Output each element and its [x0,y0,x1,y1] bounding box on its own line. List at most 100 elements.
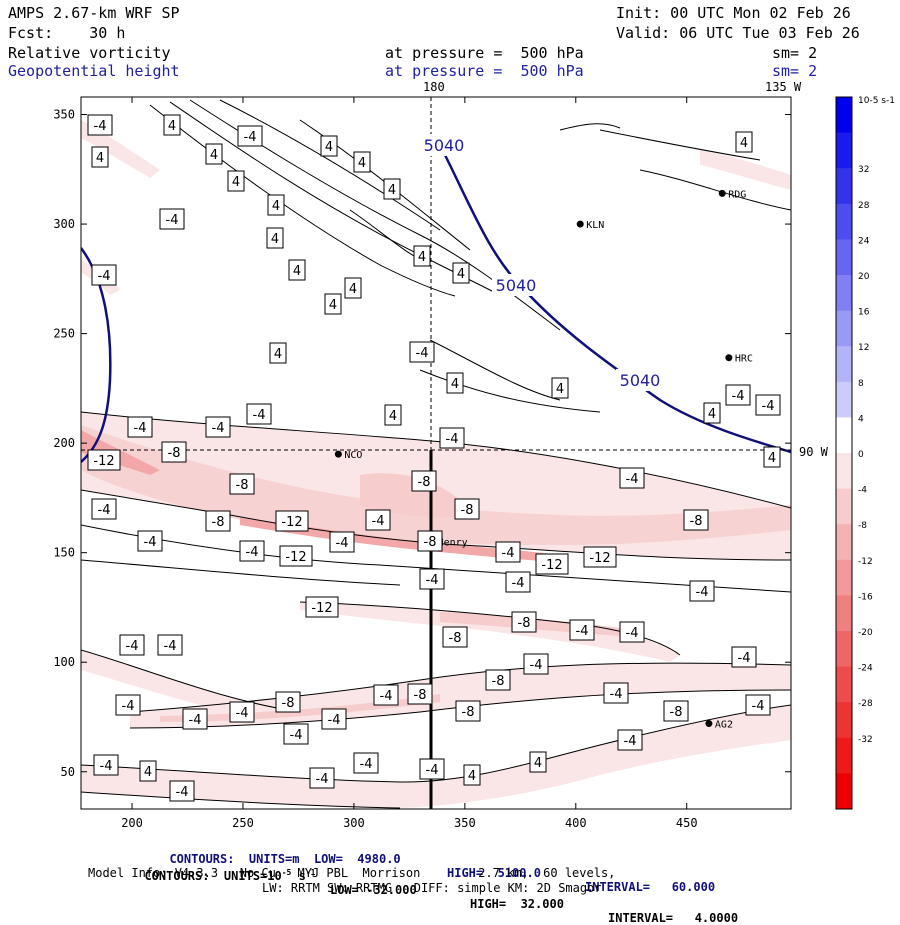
vorticity-label-text: -4 [732,389,745,404]
station-label: HRC [735,354,753,365]
footer-height-contours: CONTOURS: UNITS=m LOW= 4980.0 HIGH= 5100… [155,838,715,894]
vorticity-label-box [329,531,355,553]
vorticity-label: -4 [419,568,445,590]
y-tick-label: 350 [53,108,75,122]
vorticity-label-box [288,259,306,281]
vorticity-label-text: -12 [281,515,302,530]
vorticity-label-text: -8 [518,616,531,631]
vorticity-label-text: -8 [690,514,703,529]
vorticity-label: -4 [246,403,272,425]
y-tick-label: 50 [61,765,75,779]
x-tick-label: 250 [232,816,254,830]
vorticity-label: 4 [91,146,109,168]
y-tick-label: 100 [53,655,75,669]
vorticity-label-text: -12 [541,558,562,573]
vorticity-label-box [205,143,223,165]
init-time: Init: 00 UTC Mon 02 Feb 26 [616,4,851,22]
vorticity-label-text: 4 [418,250,426,265]
vorticity-label-text: 4 [451,377,459,392]
colorbar-label: 0 [858,450,864,460]
vorticity-label-box [455,700,481,722]
vorticity-label-box [383,178,401,200]
vorticity-label-box [227,170,245,192]
field2-name: Geopotential height [8,62,180,80]
vorticity-label-box [93,754,119,776]
vorticity-label-box [321,708,347,730]
colorbar-unit: 10-5 s-1 [858,96,895,106]
vorticity-label-text: -12 [589,551,610,566]
vorticity-label: -4 [169,780,195,802]
y-tick-label: 250 [53,327,75,341]
vorticity-label-text: -8 [212,515,225,530]
height-labels: 5040 5040 5040 [420,134,664,391]
vorticity-label-box [119,634,145,656]
vorticity-label: -4 [283,723,309,745]
vorticity-label: -8 [161,441,187,463]
vorticity-label-text: -4 [98,503,111,518]
vorticity-label-text: 4 [708,407,716,422]
vorticity-label-text: -4 [328,713,341,728]
vorticity-label: 4 [735,131,753,153]
vorticity-label: 4 [446,372,464,394]
vorticity-label-box [619,467,645,489]
vorticity-label-text: -4 [316,772,329,787]
vorticity-label-text: 4 [272,199,280,214]
vorticity-label: -12 [275,510,309,532]
vorticity-label-text: -8 [282,696,295,711]
vorticity-label-box [229,701,255,723]
station-dot [725,354,733,362]
vorticity-label: -4 [237,125,263,147]
vorticity-label: -4 [157,634,183,656]
vorticity-label-text: -4 [166,213,179,228]
vorticity-label: -4 [495,541,521,563]
vorticity-label-box [505,571,531,593]
vorticity-label-box [239,540,265,562]
vorticity-label-box [159,208,185,230]
vorticity-label: -8 [205,510,231,532]
vorticity-label-box [91,264,117,286]
vorticity-label: 4 [452,262,470,284]
vorticity-label-text: 4 [388,183,396,198]
colorbar-swatch [836,275,852,312]
vorticity-label: -4 [87,114,113,136]
colorbar-swatch [836,97,852,134]
colorbar-swatch [836,132,852,169]
vorticity-label-box [452,262,470,284]
vorticity-label-text: 4 [468,769,476,784]
vorticity-label-box [305,596,339,618]
vorticity-label: 4 [529,751,547,773]
vorticity-label-box [365,509,391,531]
vorticity-label: -4 [745,694,771,716]
x-tick-label: 450 [676,816,698,830]
vorticity-label-box [511,611,537,633]
vorticity-label-text: -4 [372,514,385,529]
vorticity-label-box [683,509,709,531]
vorticity-label: -4 [321,708,347,730]
vorticity-label: -8 [411,470,437,492]
vorticity-label-box [413,245,431,267]
footer-physics-info: LW: RRTM SW: RRTMG DIFF: simple KM: 2D S… [262,881,602,895]
vorticity-label-text: 4 [768,451,776,466]
vorticity-label: -4 [137,530,163,552]
x-tick-label: 200 [121,816,143,830]
vorticity-label-box [411,470,437,492]
vorticity-label-box [446,372,464,394]
forecast-hour: Fcst: 30 h [8,24,126,42]
vorticity-label: -4 [731,646,757,668]
vorticity-label-text: 4 [271,232,279,247]
colorbar-swatch [836,346,852,383]
vorticity-label: 4 [383,178,401,200]
vorticity-label: -4 [115,694,141,716]
vorticity-label-box [689,580,715,602]
station-label: AG2 [715,720,733,731]
vorticity-label-box [205,510,231,532]
colorbar-label: -12 [858,557,873,567]
colorbar-swatch [836,453,852,490]
vorticity-label-box [309,767,335,789]
colorbar-swatch [836,310,852,347]
vorticity-label-text: -12 [93,454,114,469]
vorticity-label-box [279,545,313,567]
vorticity-label-box [735,131,753,153]
vorticity-label: -4 [309,767,335,789]
vorticity-label: -4 [93,754,119,776]
